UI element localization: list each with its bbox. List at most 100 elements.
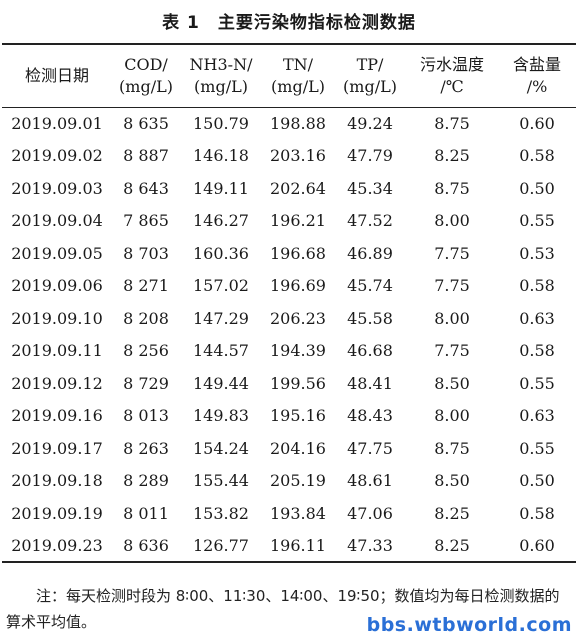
table-cell: 8.75	[434, 438, 470, 458]
table-cell: 8 643	[123, 178, 169, 198]
column-header: NH3-N/(mg/L)	[180, 44, 262, 107]
column-header-line1: TN/	[282, 54, 314, 74]
table-cell: 48.41	[347, 373, 393, 393]
table-cell: 2019.09.05	[11, 243, 103, 263]
table-cell: 47.75	[347, 438, 393, 458]
table-cell: 202.64	[270, 178, 326, 198]
table-cell: 195.16	[270, 406, 326, 426]
table-cell: 8 208	[123, 308, 169, 328]
column-header: 检测日期	[2, 44, 112, 107]
table-cell: 157.02	[193, 276, 249, 296]
data-table: 检测日期 COD/(mg/L) NH3-N/(mg/L) TN/(mg/L) TP/(m…	[2, 43, 576, 563]
table-cell: 47.06	[347, 503, 393, 523]
table-cell: 8.00	[434, 406, 470, 426]
column-header-line2: (mg/L)	[119, 76, 173, 96]
table-cell: 49.24	[347, 114, 393, 133]
table-cell: 149.11	[193, 178, 249, 198]
table-cell: 154.24	[193, 438, 249, 458]
table-cell: 0.60	[519, 114, 555, 133]
table-row: 2019.09.16 8 013 149.83 195.16 48.43 8.00 0.63	[2, 400, 576, 433]
table-cell: 198.88	[270, 114, 326, 133]
table-cell: 194.39	[270, 341, 326, 361]
table-cell: 8.50	[434, 471, 470, 491]
table-cell: 2019.09.01	[11, 114, 103, 133]
column-header-line1: 污水温度	[419, 54, 484, 74]
column-header-line2: (mg/L)	[343, 76, 397, 96]
table-cell: 2019.09.17	[11, 438, 103, 458]
table-cell: 8 289	[123, 471, 169, 491]
table-cell: 48.61	[347, 471, 393, 491]
table-cell: 45.34	[347, 178, 393, 198]
column-header-line1: TP/	[356, 54, 384, 74]
column-header: TN/(mg/L)	[262, 44, 334, 107]
table-body: 2019.09.01 8 635 150.79 198.88 49.24 8.75 0.60…	[2, 107, 576, 562]
table-cell: 0.58	[519, 341, 555, 361]
table-cell: 8.75	[434, 178, 470, 198]
column-header-line1: 检测日期	[24, 65, 89, 85]
table-cell: 196.69	[270, 276, 326, 296]
table-cell: 7.75	[434, 276, 470, 296]
table-cell: 144.57	[193, 341, 249, 361]
column-header: 含盐量/%	[498, 44, 576, 107]
table-cell: 8 271	[123, 276, 169, 296]
table-cell: 0.55	[519, 211, 555, 231]
table-cell: 47.52	[347, 211, 393, 231]
table-cell: 8 013	[123, 406, 169, 426]
table-caption: 表 1 主要污染物指标检测数据	[162, 13, 416, 33]
table-cell: 196.11	[270, 535, 326, 555]
table-cell: 8.50	[434, 373, 470, 393]
table-cell: 8.25	[434, 503, 470, 523]
table-row: 2019.09.23 8 636 126.77 196.11 47.33 8.25 0.60	[2, 530, 576, 563]
table-cell: 155.44	[193, 471, 249, 491]
table-cell: 46.68	[347, 341, 393, 361]
table-cell: 150.79	[193, 114, 249, 133]
table-row: 2019.09.03 8 643 149.11 202.64 45.34 8.75 0.50	[2, 172, 576, 205]
table-cell: 7.75	[434, 341, 470, 361]
table-cell: 199.56	[270, 373, 326, 393]
table-cell: 0.60	[519, 535, 555, 555]
table-cell: 46.89	[347, 243, 393, 263]
table-cell: 45.58	[347, 308, 393, 328]
table-cell: 0.53	[519, 243, 555, 263]
table-cell: 2019.09.19	[11, 503, 103, 523]
table-cell: 0.58	[519, 146, 555, 166]
table-row: 2019.09.10 8 208 147.29 206.23 45.58 8.00 0.63	[2, 302, 576, 335]
table-cell: 2019.09.12	[11, 373, 103, 393]
table-cell: 8.75	[434, 114, 470, 133]
table-cell: 206.23	[270, 308, 326, 328]
table-cell: 2019.09.02	[11, 146, 103, 166]
table-cell: 0.58	[519, 503, 555, 523]
table-cell: 2019.09.04	[11, 211, 103, 231]
table-cell: 8 729	[123, 373, 169, 393]
table-cell: 0.63	[519, 308, 555, 328]
table-cell: 2019.09.23	[11, 535, 103, 555]
table-cell: 196.21	[270, 211, 326, 231]
table-row: 2019.09.18 8 289 155.44 205.19 48.61 8.50 0.50	[2, 465, 576, 498]
table-cell: 204.16	[270, 438, 326, 458]
table-cell: 160.36	[193, 243, 249, 263]
table-cell: 0.58	[519, 276, 555, 296]
table-cell: 8.25	[434, 535, 470, 555]
table-cell: 0.50	[519, 471, 555, 491]
column-header-line1: COD/	[124, 54, 168, 74]
table-row: 2019.09.05 8 703 160.36 196.68 46.89 7.75 0.53	[2, 237, 576, 270]
table-row: 2019.09.12 8 729 149.44 199.56 48.41 8.50 0.55	[2, 367, 576, 400]
table-cell: 8 887	[123, 146, 169, 166]
table-cell: 2019.09.11	[11, 341, 103, 361]
table-row: 2019.09.01 8 635 150.79 198.88 49.24 8.75 0.60	[2, 107, 576, 140]
watermark: bbs.wtbworld.com	[366, 614, 572, 636]
table-cell: 153.82	[193, 503, 249, 523]
table-cell: 0.63	[519, 406, 555, 426]
table-cell: 2019.09.03	[11, 178, 103, 198]
table-cell: 0.55	[519, 373, 555, 393]
column-header-line2: (mg/L)	[271, 76, 325, 96]
column-header: COD/(mg/L)	[112, 44, 180, 107]
table-header: 检测日期 COD/(mg/L) NH3-N/(mg/L) TN/(mg/L) TP/(m…	[2, 44, 576, 107]
table-cell: 147.29	[193, 308, 249, 328]
table-cell: 47.33	[347, 535, 393, 555]
column-header: TP/(mg/L)	[334, 44, 406, 107]
column-header-line1: 含盐量	[512, 54, 561, 74]
column-header: 污水温度/℃	[406, 44, 498, 107]
table-cell: 7 865	[123, 211, 169, 231]
table-cell: 203.16	[270, 146, 326, 166]
